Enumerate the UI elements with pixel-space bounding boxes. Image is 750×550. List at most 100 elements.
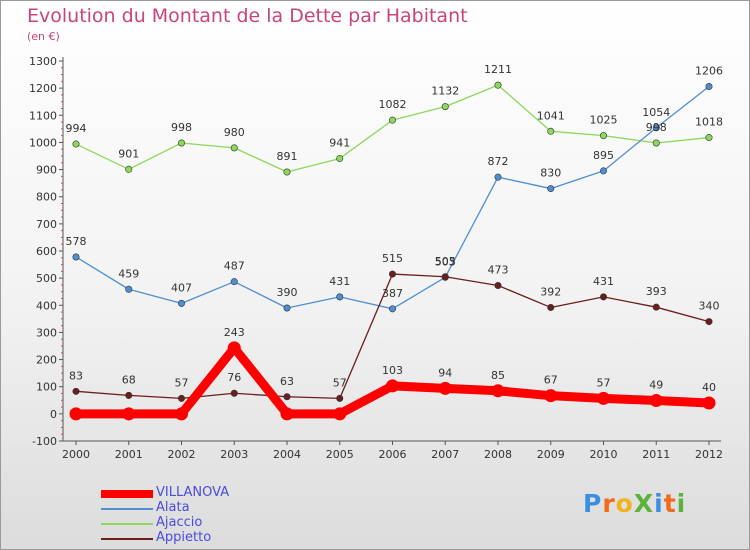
data-point-appietto — [72, 387, 80, 395]
y-tick-label: 400 — [36, 299, 57, 312]
logo-letter: i — [654, 489, 664, 518]
legend-label-alata: Alata — [156, 500, 190, 515]
data-label-ajaccio: 1025 — [590, 114, 618, 127]
data-point-appietto — [547, 303, 555, 311]
y-tick-label: 500 — [36, 272, 57, 285]
data-point-ajaccio — [230, 144, 238, 152]
y-tick-label: 1100 — [29, 109, 57, 122]
data-label-alata: 830 — [540, 167, 561, 180]
data-label-ajaccio: 1211 — [484, 63, 512, 76]
x-tick-label: 2000 — [62, 448, 90, 461]
y-tick-label: 1300 — [29, 55, 57, 68]
data-point-appietto — [705, 318, 713, 326]
data-label-alata: 407 — [171, 281, 192, 294]
x-tick-label: 2002 — [168, 448, 196, 461]
data-label-alata: 895 — [593, 149, 614, 162]
y-tick-label: 1200 — [29, 82, 57, 95]
data-point-appietto — [441, 273, 449, 281]
data-label-villanova: 57 — [597, 376, 611, 389]
logo-letter: t — [663, 489, 677, 518]
data-point-ajaccio — [178, 139, 186, 147]
data-point-ajaccio — [125, 165, 133, 173]
data-point-alata — [283, 304, 291, 312]
data-label-villanova: 49 — [649, 379, 663, 392]
x-tick-label: 2012 — [695, 448, 723, 461]
data-label-appietto: 473 — [488, 263, 509, 276]
logo-letter: r — [602, 489, 616, 518]
legend-swatch-villanova — [101, 490, 153, 498]
data-point-ajaccio — [547, 127, 555, 135]
y-tick-label: 800 — [36, 191, 57, 204]
data-label-alata: 459 — [118, 267, 139, 280]
data-point-ajaccio — [388, 116, 396, 124]
data-label-appietto: 68 — [122, 373, 136, 386]
data-point-alata — [494, 173, 502, 181]
data-point-ajaccio — [705, 134, 713, 142]
data-point-appietto — [599, 293, 607, 301]
data-point-appietto — [283, 393, 291, 401]
data-label-appietto: 57 — [175, 376, 189, 389]
logo-letter: i — [676, 489, 687, 518]
data-point-villanova — [175, 407, 188, 421]
data-point-villanova — [333, 407, 347, 421]
data-point-villanova — [69, 407, 83, 421]
logo-letter: o — [615, 489, 634, 518]
data-label-ajaccio: 994 — [66, 122, 87, 135]
data-label-alata: 1206 — [695, 65, 723, 78]
data-label-ajaccio: 1018 — [695, 116, 723, 129]
x-tick-label: 2009 — [537, 448, 565, 461]
data-label-ajaccio: 1082 — [379, 98, 407, 111]
data-point-ajaccio — [494, 81, 502, 89]
data-label-appietto: 63 — [280, 375, 294, 388]
data-point-alata — [547, 185, 555, 193]
data-label-villanova: 40 — [702, 381, 716, 394]
data-label-ajaccio: 901 — [118, 147, 139, 160]
x-tick-label: 2003 — [220, 448, 248, 461]
x-tick-label: 2011 — [642, 448, 670, 461]
data-label-villanova: 103 — [382, 364, 403, 377]
data-point-alata — [336, 293, 344, 301]
data-point-villanova — [438, 381, 452, 395]
x-tick-label: 2004 — [273, 448, 301, 461]
data-point-villanova — [491, 384, 505, 398]
data-point-villanova — [544, 389, 558, 403]
y-tick-label: 200 — [36, 354, 57, 367]
y-tick-label: -100 — [32, 435, 57, 448]
x-tick-label: 2007 — [431, 448, 459, 461]
data-point-alata — [230, 278, 238, 286]
legend-swatch-appietto — [101, 538, 153, 540]
data-label-villanova: 67 — [544, 374, 558, 387]
data-point-alata — [72, 253, 80, 261]
data-point-alata — [705, 83, 713, 91]
logo-letter: X — [633, 489, 655, 518]
data-point-appietto — [652, 303, 660, 311]
data-label-appietto: 515 — [382, 252, 403, 265]
data-label-ajaccio: 998 — [171, 121, 192, 134]
data-point-ajaccio — [441, 103, 449, 111]
data-label-appietto: 83 — [69, 369, 83, 382]
data-point-alata — [388, 305, 396, 313]
data-label-alata: 487 — [224, 260, 245, 273]
data-point-appietto — [336, 394, 344, 402]
y-tick-label: 300 — [36, 326, 57, 339]
y-tick-label: 900 — [36, 164, 57, 177]
data-label-alata: 503 — [435, 255, 456, 268]
data-point-ajaccio — [652, 139, 660, 147]
logo-letter: P — [583, 489, 603, 518]
legend-label-villanova: VILLANOVA — [156, 485, 230, 500]
data-point-ajaccio — [72, 140, 80, 148]
data-label-ajaccio: 998 — [646, 121, 667, 134]
data-label-ajaccio: 1041 — [537, 109, 565, 122]
data-label-villanova: 94 — [438, 366, 452, 379]
data-label-ajaccio: 891 — [277, 150, 298, 163]
x-tick-label: 2006 — [379, 448, 407, 461]
data-point-appietto — [125, 391, 133, 399]
y-tick-label: 1000 — [29, 136, 57, 149]
data-point-villanova — [227, 341, 241, 355]
chart-unit: (en €) — [27, 30, 60, 43]
data-point-villanova — [649, 394, 663, 408]
data-label-appietto: 340 — [699, 300, 720, 313]
data-label-alata: 872 — [488, 155, 509, 168]
data-label-villanova: 85 — [491, 369, 505, 382]
data-point-villanova — [122, 407, 136, 421]
